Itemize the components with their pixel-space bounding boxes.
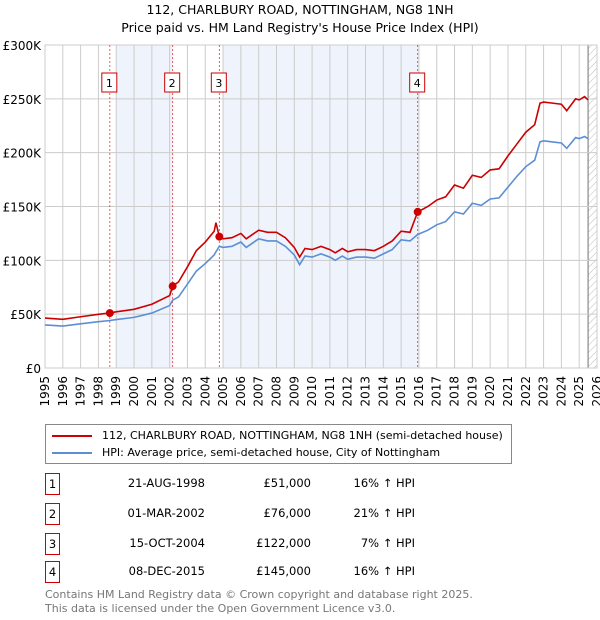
sale-date: 08-DEC-2015 (128, 564, 205, 578)
property-price-line (44, 95, 589, 321)
x-tick-label: 2014 (376, 376, 390, 407)
x-tick-label: 2003 (180, 376, 194, 407)
sale-label: 2 (169, 77, 176, 90)
x-tick-label: 2016 (412, 376, 426, 407)
sale-row: 3 15-OCT-2004 £122,000 7% ↑ HPI (45, 533, 465, 555)
sale-date: 15-OCT-2004 (129, 536, 205, 550)
x-tick-label: 2012 (341, 376, 355, 407)
legend-item-hpi: HPI: Average price, semi-detached house,… (52, 444, 503, 461)
x-tick-label: 2018 (448, 376, 462, 407)
x-tick-label: 2021 (501, 376, 515, 407)
sale-date: 21-AUG-1998 (127, 476, 205, 490)
x-tick-label: 1997 (74, 376, 88, 407)
sale-hpi: 7% ↑ HPI (360, 536, 415, 550)
x-tick-label: 2006 (234, 376, 248, 407)
sale-label-box (101, 72, 118, 93)
legend-item-property: 112, CHARLBURY ROAD, NOTTINGHAM, NG8 1NH… (52, 427, 503, 444)
sale-hpi: 16% ↑ HPI (353, 476, 415, 490)
legend-swatch-blue (52, 451, 92, 454)
chart-title: 112, CHARLBURY ROAD, NOTTINGHAM, NG8 1NH (146, 2, 453, 17)
y-tick-label: £250K (3, 93, 43, 107)
x-tick-label: 2000 (127, 376, 141, 407)
x-tick-label: 1996 (56, 376, 70, 407)
x-tick-label: 2007 (252, 376, 266, 407)
sale-price: £76,000 (263, 506, 311, 520)
x-tick-label: 2008 (269, 376, 283, 407)
y-tick-label: £200K (3, 147, 43, 161)
x-tick-label: 2026 (590, 376, 600, 407)
hpi-line (44, 135, 589, 327)
x-tick-label: 2011 (323, 376, 337, 407)
x-tick-label: 2024 (554, 376, 568, 407)
sale-point (168, 282, 177, 291)
y-tick-label: £100K (3, 254, 43, 268)
sale-number: 4 (45, 561, 60, 583)
x-tick-label: 2001 (145, 376, 159, 407)
price-chart: 112, CHARLBURY ROAD, NOTTINGHAM, NG8 1NH… (3, 2, 600, 407)
sale-number: 2 (45, 503, 60, 525)
x-tick-label: 1998 (91, 376, 105, 407)
sale-point (215, 232, 224, 241)
legend-label: HPI: Average price, semi-detached house,… (102, 446, 441, 459)
chart-subtitle: Price paid vs. HM Land Registry's House … (121, 20, 478, 35)
plot-frame (44, 44, 598, 369)
x-tick-label: 2023 (537, 376, 551, 407)
y-tick-label: £0 (26, 362, 41, 376)
sale-number: 3 (45, 533, 60, 555)
footer-attribution: Contains HM Land Registry data © Crown c… (45, 588, 473, 616)
sale-point (413, 207, 422, 216)
sale-row: 1 21-AUG-1998 £51,000 16% ↑ HPI (45, 473, 465, 495)
footer-line: Contains HM Land Registry data © Crown c… (45, 588, 473, 601)
x-tick-label: 2002 (163, 376, 177, 407)
sale-label-box (210, 72, 227, 93)
sale-label: 4 (414, 77, 421, 90)
y-tick-label: £50K (10, 308, 42, 322)
sale-row: 2 01-MAR-2002 £76,000 21% ↑ HPI (45, 503, 465, 525)
sale-date: 01-MAR-2002 (127, 506, 205, 520)
sale-price: £122,000 (256, 536, 311, 550)
legend-label: 112, CHARLBURY ROAD, NOTTINGHAM, NG8 1NH… (102, 429, 503, 442)
sale-label: 1 (106, 77, 113, 90)
x-tick-label: 2005 (216, 376, 230, 407)
x-tick-label: 2004 (198, 376, 212, 407)
x-tick-label: 2017 (430, 376, 444, 407)
sale-hpi: 21% ↑ HPI (353, 506, 415, 520)
sale-row: 4 08-DEC-2015 £145,000 16% ↑ HPI (45, 561, 465, 583)
x-tick-label: 2015 (394, 376, 408, 407)
sale-label: 3 (215, 77, 222, 90)
x-tick-label: 1999 (109, 376, 123, 407)
y-tick-label: £300K (3, 39, 43, 53)
x-tick-label: 2010 (305, 376, 319, 407)
x-tick-label: 2013 (359, 376, 373, 407)
sale-hpi: 16% ↑ HPI (353, 564, 415, 578)
sale-number: 1 (45, 473, 60, 495)
footer-line: This data is licensed under the Open Gov… (45, 602, 396, 615)
x-tick-label: 2020 (483, 376, 497, 407)
chart-legend: 112, CHARLBURY ROAD, NOTTINGHAM, NG8 1NH… (45, 424, 512, 464)
sale-label-box (409, 72, 426, 93)
sale-price: £145,000 (256, 564, 311, 578)
x-tick-label: 2022 (519, 376, 533, 407)
y-tick-label: £150K (3, 201, 43, 215)
x-tick-label: 1995 (38, 376, 52, 407)
sale-point (105, 309, 114, 318)
sale-label-box (164, 72, 181, 93)
x-tick-label: 2009 (287, 376, 301, 407)
legend-swatch-red (52, 434, 92, 437)
x-tick-label: 2019 (465, 376, 479, 407)
x-tick-label: 2025 (572, 376, 586, 407)
sale-price: £51,000 (263, 476, 311, 490)
